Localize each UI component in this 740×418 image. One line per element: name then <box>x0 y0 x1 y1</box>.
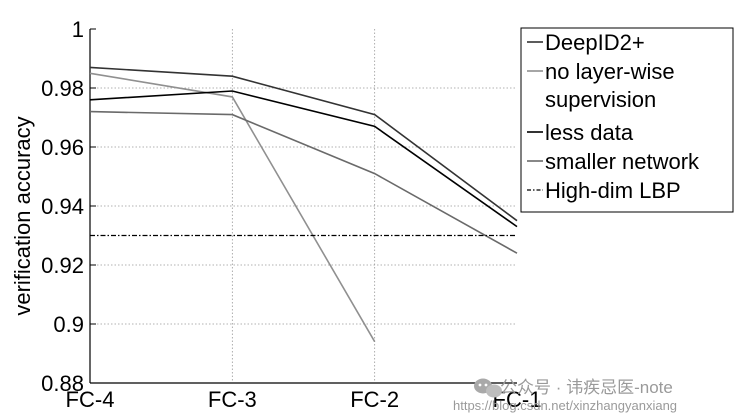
legend-label-1: no layer-wise <box>545 59 675 84</box>
legend-box <box>520 27 734 213</box>
legend-label-0: DeepID2+ <box>545 30 645 55</box>
y-axis-label: verification accuracy <box>10 116 35 315</box>
legend-label-4: High-dim LBP <box>545 178 681 203</box>
series-line-1 <box>89 72 376 343</box>
y-tick-label: 0.94 <box>41 194 84 219</box>
y-tick-label: 0.88 <box>41 371 84 396</box>
watermark-line1: 公众号 · 讳疾忌医-note <box>500 378 673 397</box>
watermark: 公众号 · 讳疾忌医-note https://blog.csdn.net/xi… <box>453 378 677 413</box>
x-axis-ticks: FC-4 FC-3 FC-2 FC-1 <box>66 387 542 412</box>
y-tick-label: 0.96 <box>41 135 84 160</box>
x-tick-label: FC-2 <box>350 387 399 412</box>
wechat-icon <box>474 378 502 398</box>
y-axis-ticks: 0.88 0.9 0.92 0.94 0.96 0.98 1 <box>41 17 84 396</box>
series-lines <box>89 66 518 343</box>
legend-label-1: supervision <box>545 87 656 112</box>
y-tick-label: 0.9 <box>53 312 84 337</box>
series-line-3 <box>89 110 518 254</box>
grid-lines <box>90 29 517 383</box>
legend-label-3: smaller network <box>545 149 700 174</box>
x-tick-label: FC-3 <box>208 387 257 412</box>
series-line-2 <box>89 90 518 228</box>
series-line-0 <box>89 66 518 222</box>
legend: DeepID2+ no layer-wise supervision less dat… <box>520 27 734 213</box>
y-tick-label: 0.92 <box>41 253 84 278</box>
y-tick-label: 0.98 <box>41 76 84 101</box>
x-tick-label: FC-4 <box>66 387 115 412</box>
plot-axes <box>89 28 517 384</box>
watermark-line2: https://blog.csdn.net/xinzhangyanxiang <box>453 398 677 413</box>
y-tick-label: 1 <box>72 17 84 42</box>
legend-label-2: less data <box>545 120 634 145</box>
